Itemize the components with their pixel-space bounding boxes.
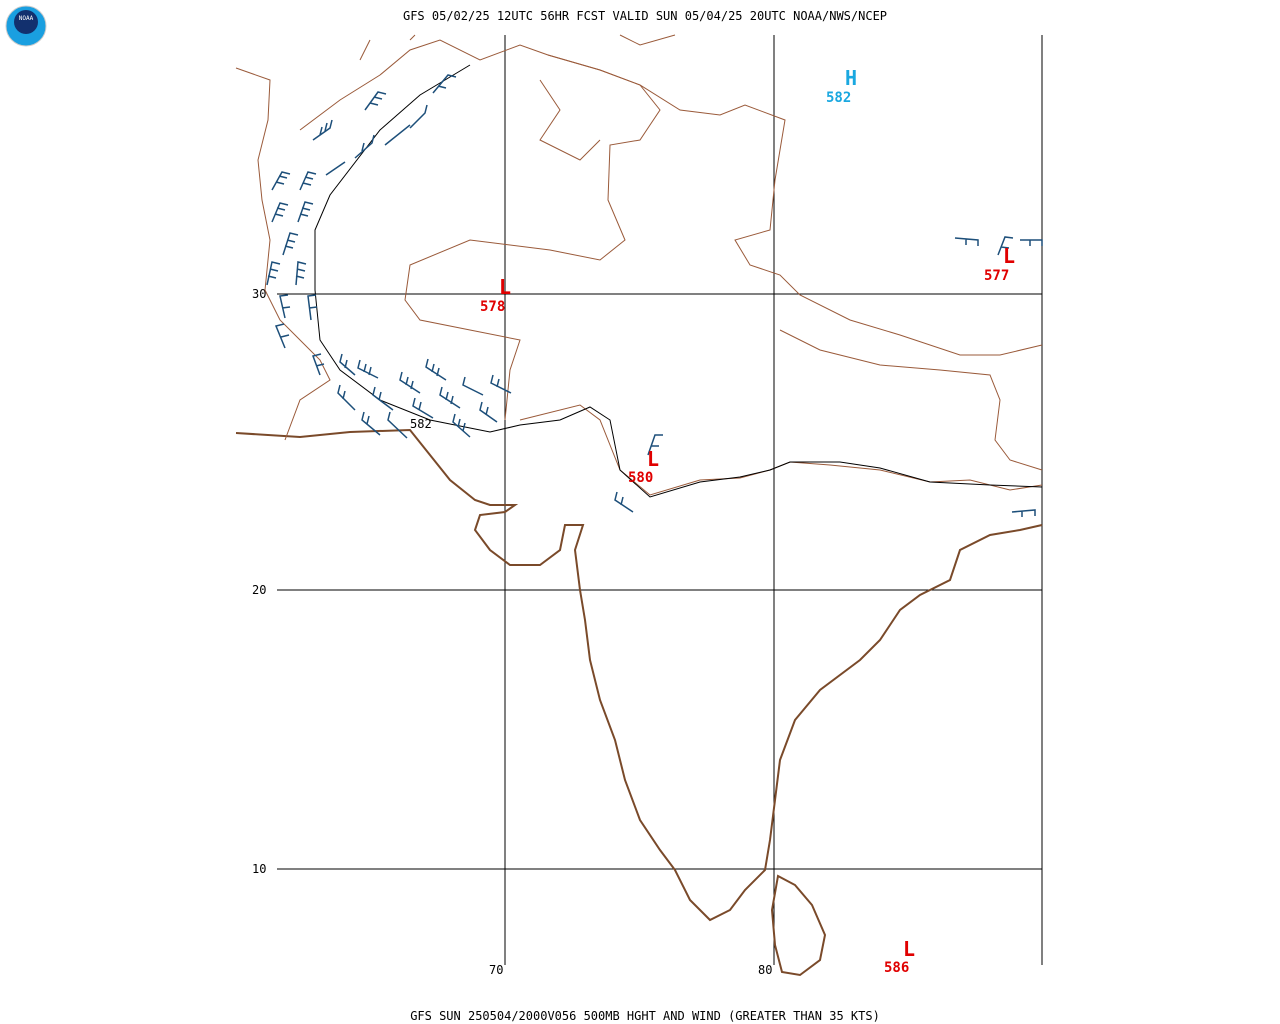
lat-label: 30 <box>252 287 266 301</box>
caption: GFS SUN 250504/2000V056 500MB HGHT AND W… <box>410 1009 880 1023</box>
lon-label: 80 <box>758 963 772 977</box>
title: GFS 05/02/25 12UTC 56HR FCST VALID SUN 0… <box>403 9 887 23</box>
low-symbol: L <box>903 937 915 961</box>
logo-text: NOAA <box>19 15 34 22</box>
high-symbol: H <box>845 66 857 90</box>
borders <box>235 34 1043 496</box>
pressure-centers: H 582 L 578 L 577 L 580 L 586 <box>480 66 1015 976</box>
low-symbol: L <box>647 447 659 471</box>
lon-label: 70 <box>489 963 503 977</box>
low-symbol: L <box>499 275 511 299</box>
contour-label: 582 <box>410 417 432 431</box>
center-value: 580 <box>628 470 653 486</box>
lat-label: 10 <box>252 862 266 876</box>
coastline <box>235 428 1043 977</box>
height-contour <box>314 64 1043 498</box>
low-symbol: L <box>1003 244 1015 268</box>
center-value: 577 <box>984 268 1009 284</box>
lat-label: 20 <box>252 583 266 597</box>
grid-lines <box>277 35 1043 965</box>
wind-barbs <box>266 74 1043 517</box>
center-value: 586 <box>884 960 909 976</box>
logo: NOAA <box>5 5 47 47</box>
center-value: 578 <box>480 299 505 315</box>
center-value: 582 <box>826 90 851 106</box>
